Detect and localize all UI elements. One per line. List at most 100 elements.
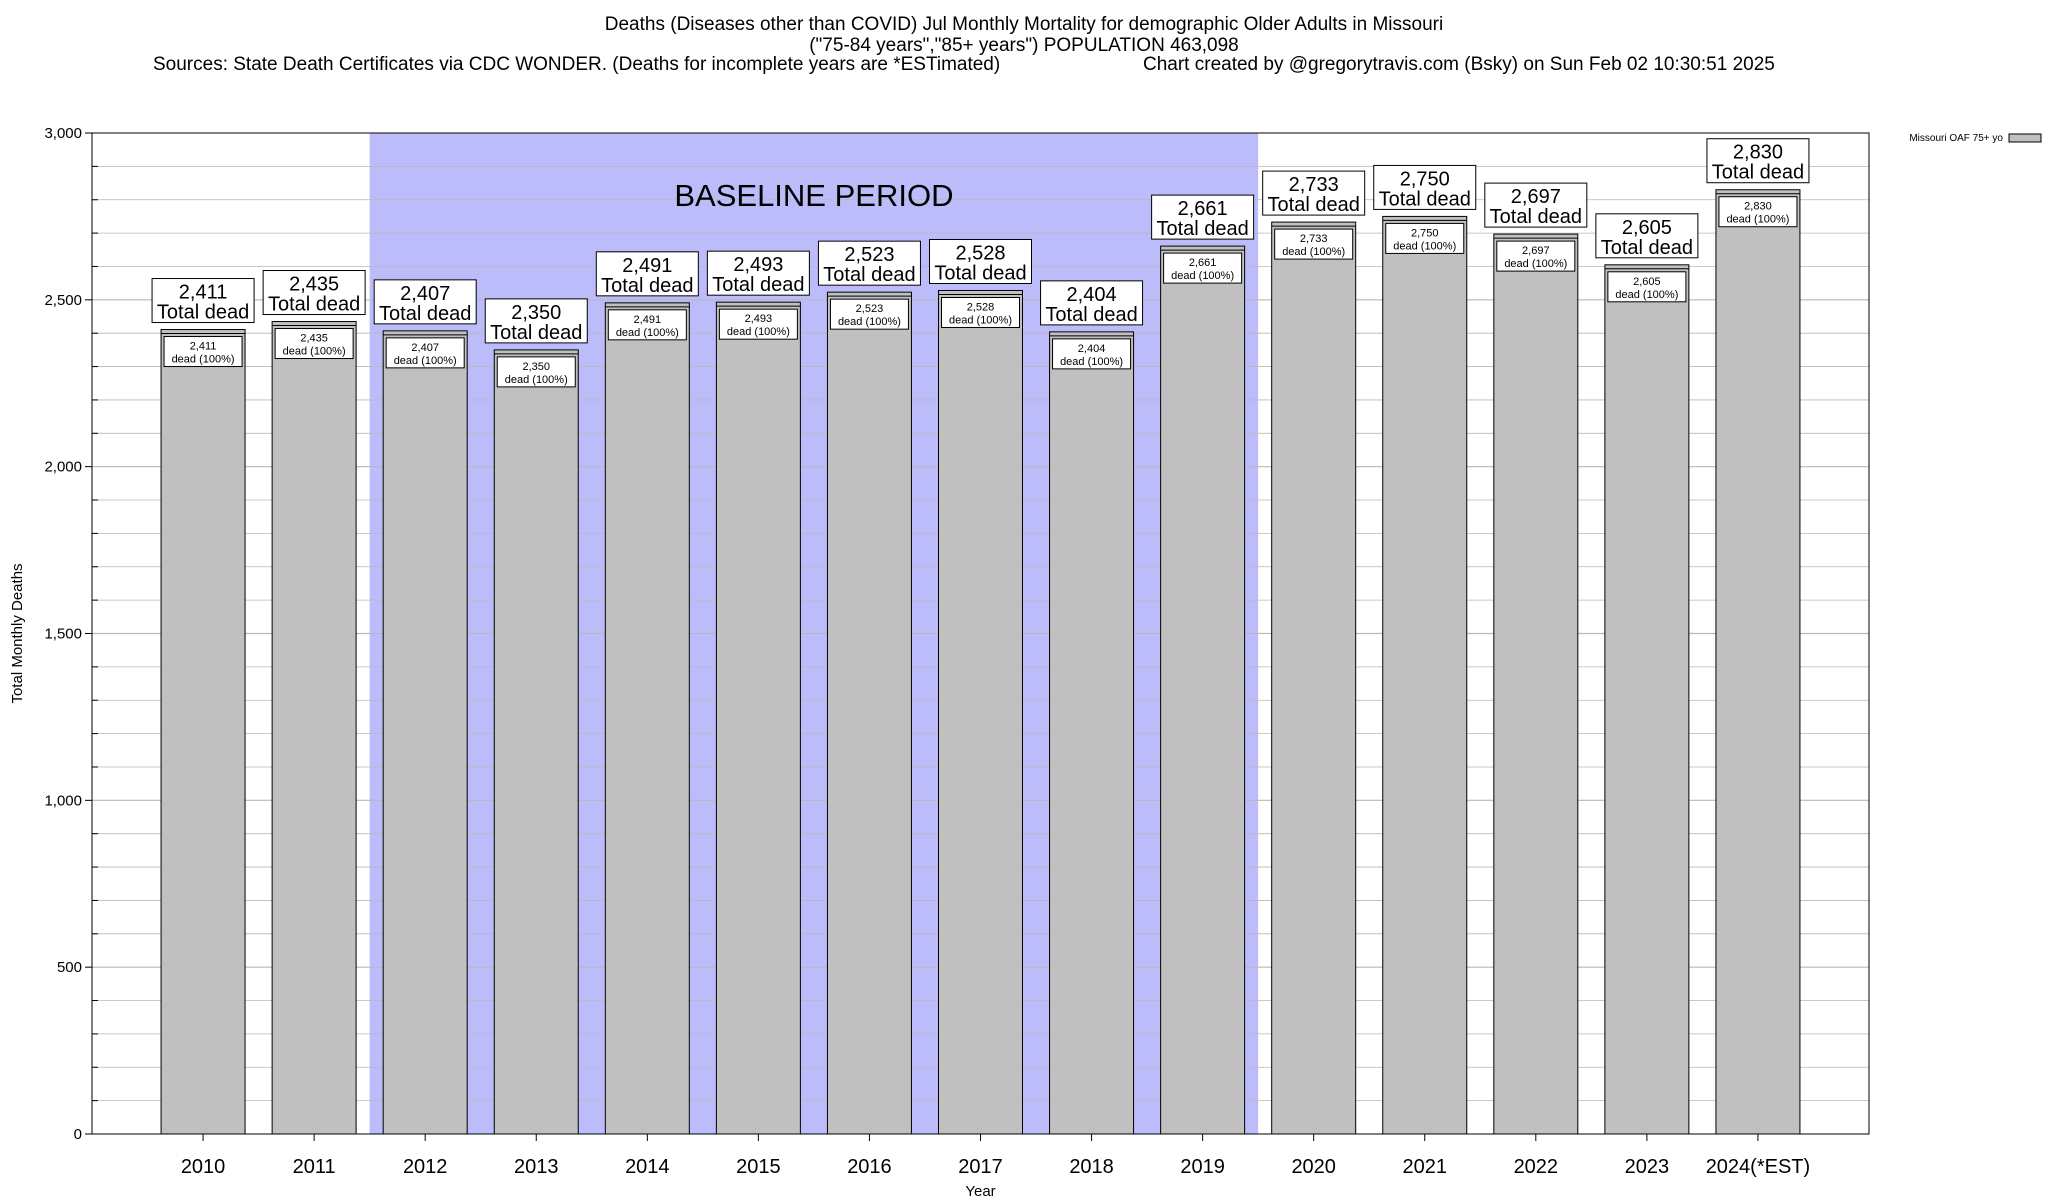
total-label-box bbox=[262, 270, 366, 316]
inner-value-suffix: dead (100%) bbox=[505, 374, 568, 386]
total-value-label: 2,750 bbox=[1400, 168, 1450, 190]
total-value-label: 2,697 bbox=[1511, 186, 1561, 208]
chart-subtitle: ("75-84 years","85+ years") POPULATION 4… bbox=[809, 35, 1239, 56]
total-value-label: 2,523 bbox=[844, 244, 894, 266]
y-tick-label: 2,500 bbox=[44, 292, 82, 309]
inner-label-box bbox=[1718, 196, 1798, 228]
legend-label: Missouri OAF 75+ yo bbox=[1909, 133, 2003, 144]
chart-title: Deaths (Diseases other than COVID) Jul M… bbox=[604, 14, 1444, 35]
inner-label-box bbox=[1052, 338, 1132, 370]
y-tick-label: 500 bbox=[57, 959, 82, 976]
inner-value-label: 2,697 bbox=[1522, 245, 1550, 257]
inner-value-suffix: dead (100%) bbox=[172, 354, 235, 366]
total-value-suffix: Total dead bbox=[934, 262, 1026, 284]
total-label-box bbox=[484, 298, 588, 344]
inner-value-suffix: dead (100%) bbox=[1504, 258, 1567, 270]
total-label-box bbox=[1484, 182, 1588, 228]
total-label-box bbox=[1595, 213, 1699, 259]
inner-value-suffix: dead (100%) bbox=[616, 327, 679, 339]
x-tick-label: 2011 bbox=[293, 1156, 336, 1178]
inner-value-suffix: dead (100%) bbox=[1393, 240, 1456, 252]
y-tick-label: 1,500 bbox=[44, 626, 82, 643]
total-label-box bbox=[1040, 280, 1144, 326]
total-label-box bbox=[1262, 170, 1366, 216]
total-value-suffix: Total dead bbox=[823, 264, 915, 286]
total-value-suffix: Total dead bbox=[1712, 162, 1804, 184]
inner-label-box bbox=[829, 298, 909, 330]
inner-value-label: 2,733 bbox=[1300, 233, 1328, 245]
total-value-label: 2,435 bbox=[289, 274, 339, 296]
x-tick-label: 2013 bbox=[514, 1156, 559, 1178]
inner-value-label: 2,411 bbox=[190, 341, 217, 353]
x-tick-label: 2019 bbox=[1180, 1156, 1225, 1178]
inner-label-box bbox=[941, 296, 1020, 328]
x-tick-label: 2015 bbox=[736, 1156, 781, 1178]
total-value-label: 2,661 bbox=[1178, 198, 1228, 220]
total-value-label: 2,411 bbox=[179, 282, 228, 304]
inner-value-label: 2,661 bbox=[1189, 257, 1217, 269]
inner-value-label: 2,605 bbox=[1633, 276, 1661, 288]
bar bbox=[1271, 221, 1357, 1135]
inner-value-suffix: dead (100%) bbox=[727, 326, 790, 338]
bar bbox=[826, 291, 912, 1135]
total-label-box bbox=[1373, 164, 1477, 210]
inner-value-suffix: dead (100%) bbox=[1615, 289, 1678, 301]
total-value-suffix: Total dead bbox=[268, 294, 360, 316]
total-value-label: 2,830 bbox=[1733, 142, 1783, 164]
bar bbox=[382, 330, 468, 1135]
total-value-label: 2,404 bbox=[1067, 284, 1117, 306]
total-value-suffix: Total dead bbox=[712, 274, 804, 296]
x-tick-label: 2014 bbox=[625, 1156, 670, 1178]
x-tick-label: 2020 bbox=[1291, 1156, 1336, 1178]
inner-value-label: 2,493 bbox=[745, 313, 773, 325]
x-tick-label: 2024(*EST) bbox=[1706, 1156, 1811, 1178]
inner-value-label: 2,523 bbox=[856, 303, 884, 315]
inner-value-suffix: dead (100%) bbox=[394, 355, 457, 367]
baseline-period-label: BASELINE PERIOD bbox=[674, 178, 953, 213]
x-axis-label: Year bbox=[965, 1183, 995, 1200]
total-value-label: 2,407 bbox=[400, 283, 450, 305]
total-value-suffix: Total dead bbox=[1490, 206, 1582, 228]
total-value-label: 2,350 bbox=[511, 302, 561, 324]
bar bbox=[1493, 233, 1579, 1135]
x-tick-label: 2021 bbox=[1403, 1156, 1448, 1178]
total-label-box bbox=[1706, 138, 1810, 184]
total-value-suffix: Total dead bbox=[1379, 188, 1471, 210]
inner-value-suffix: dead (100%) bbox=[1726, 214, 1789, 226]
y-tick-label: 3,000 bbox=[44, 125, 82, 142]
total-value-label: 2,528 bbox=[955, 242, 1005, 264]
inner-value-suffix: dead (100%) bbox=[1282, 246, 1345, 258]
chart-title-block: Deaths (Diseases other than COVID) Jul M… bbox=[0, 14, 2048, 56]
inner-value-label: 2,830 bbox=[1744, 201, 1772, 213]
bar bbox=[493, 349, 579, 1135]
total-label-box bbox=[706, 250, 810, 296]
inner-label-box bbox=[1163, 252, 1243, 284]
total-value-suffix: Total dead bbox=[601, 275, 693, 297]
total-label-box bbox=[595, 251, 699, 297]
inner-value-suffix: dead (100%) bbox=[949, 314, 1012, 326]
total-label-box bbox=[1151, 194, 1255, 240]
total-label-box bbox=[817, 240, 921, 286]
bar bbox=[1382, 215, 1468, 1135]
bar bbox=[1049, 331, 1135, 1135]
x-tick-label: 2010 bbox=[181, 1156, 226, 1178]
inner-label-box bbox=[274, 328, 354, 360]
x-tick-label: 2023 bbox=[1625, 1156, 1670, 1178]
total-label-box bbox=[151, 278, 255, 324]
inner-value-label: 2,750 bbox=[1411, 227, 1439, 239]
x-tick-label: 2018 bbox=[1069, 1156, 1114, 1178]
inner-label-box bbox=[607, 309, 687, 341]
total-value-suffix: Total dead bbox=[1045, 304, 1137, 326]
total-value-label: 2,733 bbox=[1289, 174, 1339, 196]
inner-label-box bbox=[163, 336, 243, 368]
total-label-box bbox=[929, 238, 1032, 284]
inner-value-label: 2,435 bbox=[300, 333, 328, 345]
inner-value-label: 2,491 bbox=[634, 314, 662, 326]
total-value-suffix: Total dead bbox=[379, 303, 471, 325]
inner-label-box bbox=[718, 308, 798, 340]
inner-value-label: 2,528 bbox=[967, 301, 995, 313]
total-value-suffix: Total dead bbox=[1268, 194, 1360, 216]
inner-label-box bbox=[1274, 228, 1354, 260]
x-tick-label: 2022 bbox=[1514, 1156, 1559, 1178]
